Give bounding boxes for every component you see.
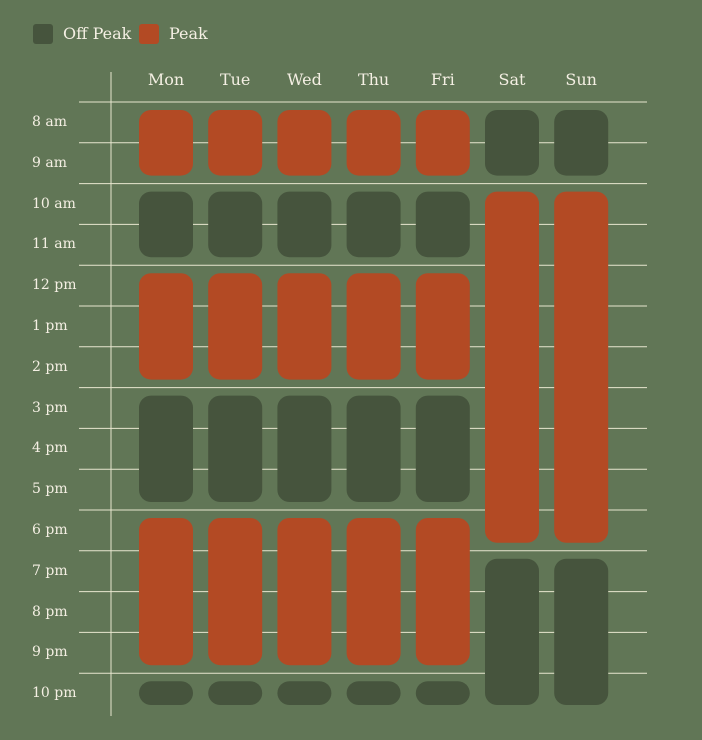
block-tue-peak [208, 273, 263, 380]
time-label: 2 pm [32, 358, 68, 375]
day-header-sat: Sat [498, 70, 526, 89]
block-sun-off-peak [554, 558, 609, 705]
time-label: 5 pm [32, 481, 68, 498]
time-label: 7 pm [32, 562, 68, 579]
block-thu-peak [346, 273, 401, 380]
block-fri-peak [415, 518, 470, 666]
block-wed-off-peak [277, 395, 332, 502]
block-fri-off-peak [415, 395, 470, 502]
time-label: 9 pm [32, 644, 68, 661]
block-sun-peak [554, 191, 609, 543]
time-label: 8 pm [32, 603, 68, 620]
block-fri-peak [415, 110, 470, 176]
block-thu-off-peak [346, 395, 401, 502]
block-fri-off-peak [415, 681, 470, 705]
block-sun-off-peak [554, 110, 609, 176]
day-header-fri: Fri [430, 70, 455, 89]
block-mon-peak [139, 518, 193, 666]
block-mon-peak [139, 110, 193, 176]
day-header-tue: Tue [219, 70, 251, 89]
block-tue-off-peak [208, 681, 263, 705]
day-header-mon: Mon [147, 70, 185, 89]
time-label: 12 pm [32, 277, 77, 294]
time-label: 9 am [32, 154, 67, 171]
peak-swatch [139, 24, 159, 44]
block-fri-peak [415, 273, 470, 380]
block-thu-off-peak [346, 681, 401, 705]
time-label: 4 pm [32, 440, 68, 457]
off-peak-swatch [33, 24, 53, 44]
block-thu-peak [346, 110, 401, 176]
legend-label-peak: Peak [169, 24, 208, 43]
block-mon-peak [139, 273, 193, 380]
block-sat-off-peak [485, 558, 539, 705]
time-label: 10 am [32, 195, 76, 212]
block-sat-off-peak [485, 110, 539, 176]
block-tue-off-peak [208, 395, 263, 502]
day-header-sun: Sun [565, 70, 597, 89]
block-wed-off-peak [277, 191, 332, 258]
time-label: 3 pm [32, 399, 68, 416]
block-sat-peak [485, 191, 539, 543]
block-wed-peak [277, 518, 332, 666]
block-tue-off-peak [208, 191, 263, 258]
block-wed-peak [277, 273, 332, 380]
time-label: 10 pm [32, 685, 77, 702]
time-label: 6 pm [32, 522, 68, 538]
block-mon-off-peak [139, 395, 193, 502]
block-thu-peak [346, 518, 401, 666]
time-label: 11 am [32, 236, 76, 253]
day-header-wed: Wed [286, 70, 322, 89]
block-mon-off-peak [139, 191, 193, 258]
legend-label-off-peak: Off Peak [63, 24, 132, 43]
block-thu-off-peak [346, 191, 401, 258]
block-wed-off-peak [277, 681, 332, 705]
block-wed-peak [277, 110, 332, 176]
block-tue-peak [208, 110, 263, 176]
time-label: 1 pm [32, 318, 68, 334]
block-mon-off-peak [139, 681, 193, 705]
block-tue-peak [208, 518, 263, 666]
time-label: 8 am [32, 114, 67, 130]
block-fri-off-peak [415, 191, 470, 258]
day-header-thu: Thu [357, 70, 390, 89]
